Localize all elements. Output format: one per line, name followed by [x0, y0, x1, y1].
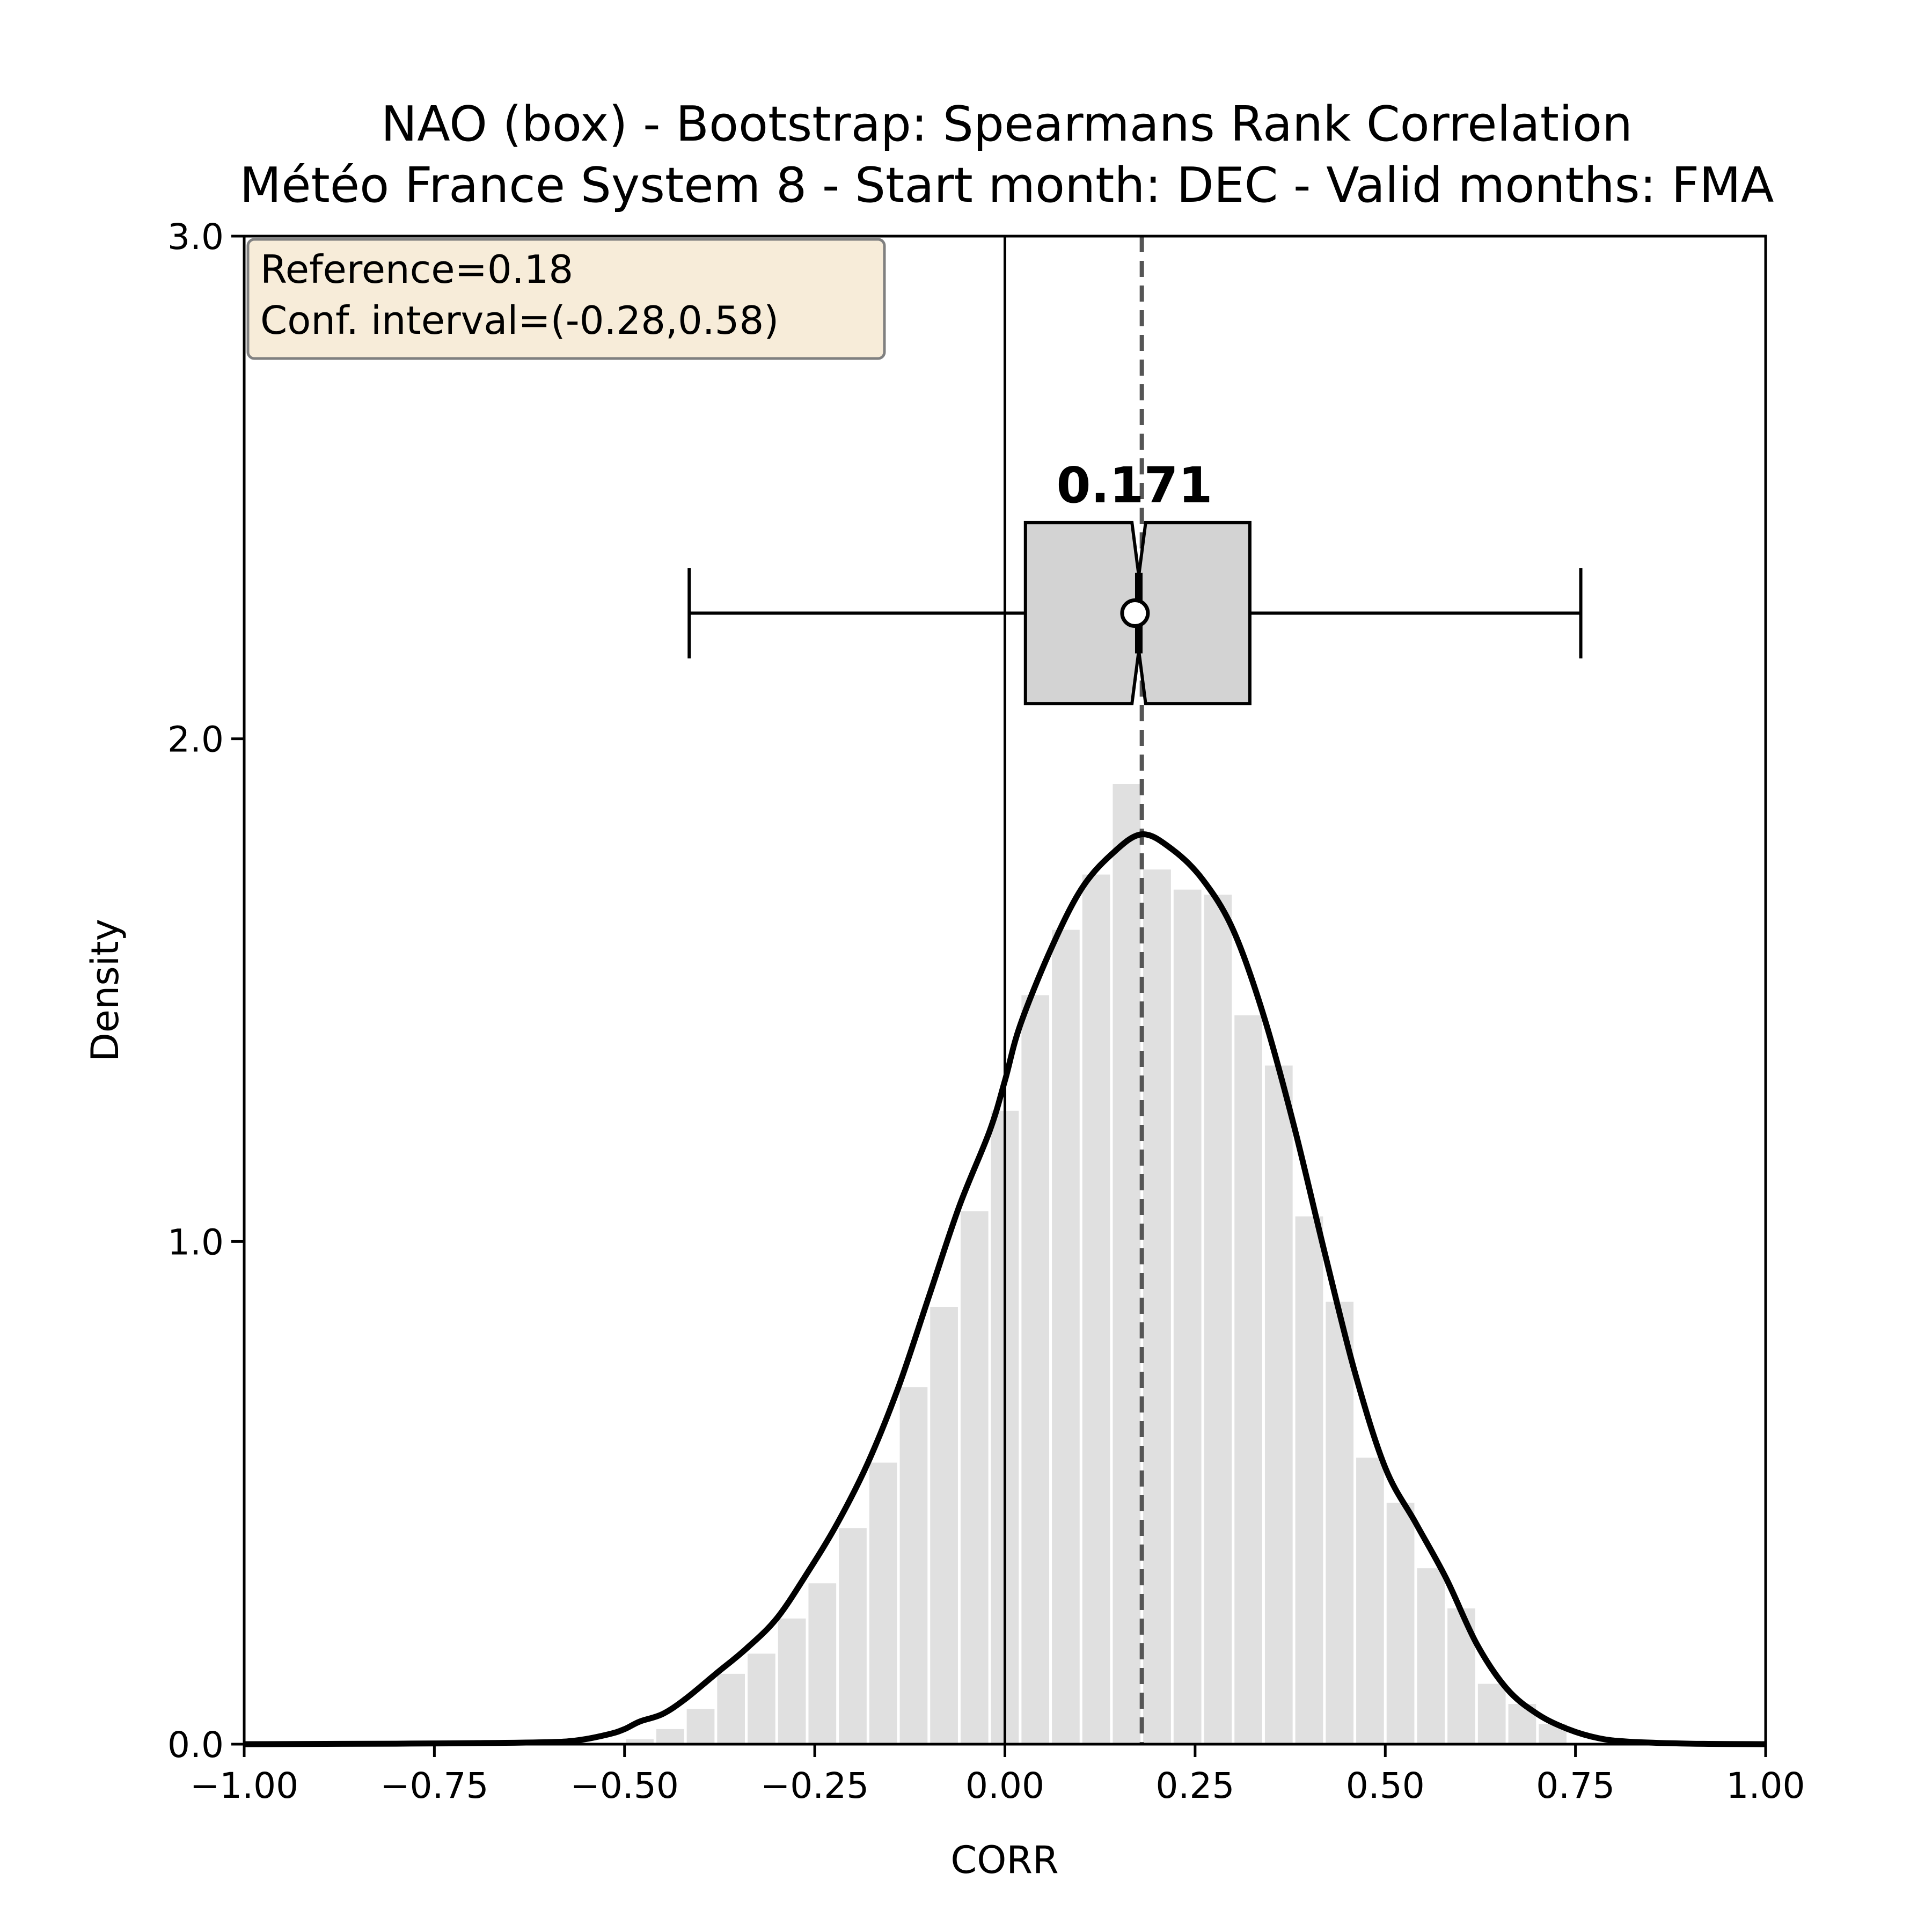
y-tick-label-2: 2.0	[167, 719, 224, 760]
chart-title: NAO (box) - Bootstrap: Spearmans Rank Co…	[381, 96, 1633, 152]
histogram-bar-0	[626, 1739, 654, 1744]
x-tick-label-8: 1.00	[1726, 1765, 1805, 1806]
x-tick-label-5: 0.25	[1155, 1765, 1234, 1806]
histogram-bar-8	[869, 1462, 897, 1744]
x-tick-label-4: 0.00	[965, 1765, 1044, 1806]
kde-layer	[244, 831, 1766, 1747]
boxplot: 0.171	[687, 457, 1583, 706]
boxplot-median-label: 0.171	[1056, 457, 1212, 514]
histogram-bar-21	[1264, 1065, 1293, 1744]
y-axis: 0.0 1.0 2.0 3.0	[167, 216, 244, 1766]
histogram-bar-5	[778, 1618, 806, 1744]
histogram-bar-1	[656, 1729, 684, 1744]
histogram-bar-18	[1173, 889, 1202, 1744]
x-tick-label-2: −0.50	[570, 1765, 679, 1806]
histogram-bar-9	[899, 1387, 928, 1744]
histogram-bar-4	[748, 1653, 775, 1744]
x-axis: −1.00 −0.75 −0.50 −0.25 0.00 0.25 0.50 0.75 1.00	[190, 1744, 1805, 1806]
histogram-bar-22	[1295, 1216, 1323, 1744]
histogram-bar-2	[686, 1709, 715, 1744]
histogram-bar-7	[839, 1528, 867, 1744]
kde-curve	[244, 831, 1766, 1747]
histogram-bar-13	[1021, 995, 1050, 1744]
histogram-bar-24	[1356, 1458, 1384, 1744]
histogram-bar-28	[1477, 1684, 1506, 1744]
histogram-bar-16	[1113, 784, 1141, 1744]
histogram-bar-3	[717, 1673, 745, 1744]
histogram-bar-17	[1143, 869, 1171, 1744]
x-tick-label-6: 0.50	[1346, 1765, 1425, 1806]
x-tick-label-0: −1.00	[190, 1765, 298, 1806]
histogram-bar-20	[1234, 1015, 1262, 1744]
histogram-bar-23	[1326, 1301, 1354, 1744]
stats-ci-text: Conf. interval=(-0.28,0.58)	[260, 298, 779, 343]
y-axis-label: Density	[83, 919, 127, 1062]
histogram-bar-15	[1082, 874, 1110, 1744]
histogram-bar-19	[1204, 895, 1232, 1744]
x-tick-label-3: −0.25	[760, 1765, 869, 1806]
x-tick-label-1: −0.75	[380, 1765, 488, 1806]
y-tick-label-3: 3.0	[167, 216, 224, 258]
x-axis-label: CORR	[950, 1838, 1058, 1882]
boxplot-mean-marker	[1120, 598, 1150, 628]
x-tick-label-7: 0.75	[1536, 1765, 1615, 1806]
histogram-bar-14	[1052, 930, 1080, 1744]
stats-box: Reference=0.18 Conf. interval=(-0.28,0.5…	[246, 238, 886, 360]
y-tick-label-0: 0.0	[167, 1724, 224, 1766]
histogram-bars	[626, 784, 1567, 1744]
histogram-bar-6	[808, 1583, 837, 1744]
histogram-bar-25	[1386, 1503, 1415, 1744]
histogram-bar-10	[930, 1307, 958, 1744]
histogram-bar-11	[960, 1211, 989, 1744]
stats-box-background	[246, 238, 886, 360]
stats-reference-text: Reference=0.18	[260, 247, 573, 292]
chart-subtitle: Météo France System 8 - Start month: DEC…	[240, 157, 1774, 214]
histogram-bar-26	[1417, 1568, 1445, 1744]
y-tick-label-1: 1.0	[167, 1221, 224, 1263]
